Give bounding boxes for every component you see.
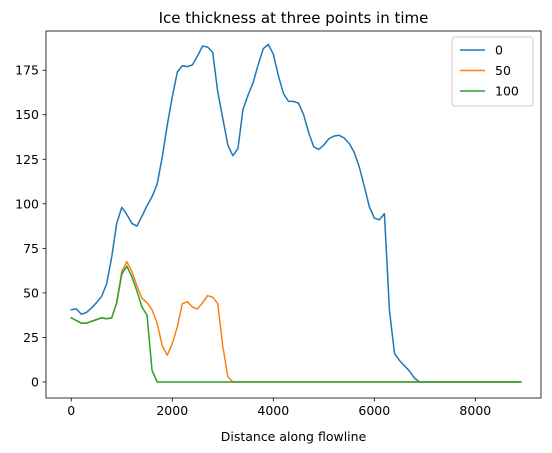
legend-box	[451, 36, 534, 107]
y-tick-label: 150	[15, 107, 39, 122]
plot-frame	[45, 30, 542, 399]
x-axis-ticks: 0 2000 4000 6000 8000	[67, 398, 491, 418]
x-tick-label: 2000	[156, 403, 188, 418]
legend-label-1: 50	[495, 63, 511, 78]
x-tick-label: 4000	[257, 403, 289, 418]
y-tick-label: 25	[23, 330, 39, 345]
y-tick-label: 0	[31, 374, 39, 389]
y-tick-label: 50	[23, 285, 39, 300]
y-tick-label: 125	[15, 152, 39, 167]
series-line-0	[70, 43, 522, 383]
y-axis-ticks: 0 25 50 75 100 125 150 175	[15, 63, 46, 389]
legend: 0 50 100	[451, 36, 534, 107]
legend-label-2: 100	[495, 84, 519, 99]
legend-label-0: 0	[495, 43, 503, 58]
y-tick-label: 75	[23, 241, 39, 256]
x-tick-label: 8000	[459, 403, 491, 418]
series-line-2	[70, 265, 522, 383]
x-tick-label: 0	[67, 403, 75, 418]
y-tick-label: 100	[15, 196, 39, 211]
series-layer	[70, 43, 522, 383]
x-tick-label: 6000	[358, 403, 390, 418]
chart-title: Ice thickness at three points in time	[159, 9, 429, 27]
x-axis-label: Distance along flowline	[221, 429, 367, 444]
y-tick-label: 175	[15, 63, 39, 78]
